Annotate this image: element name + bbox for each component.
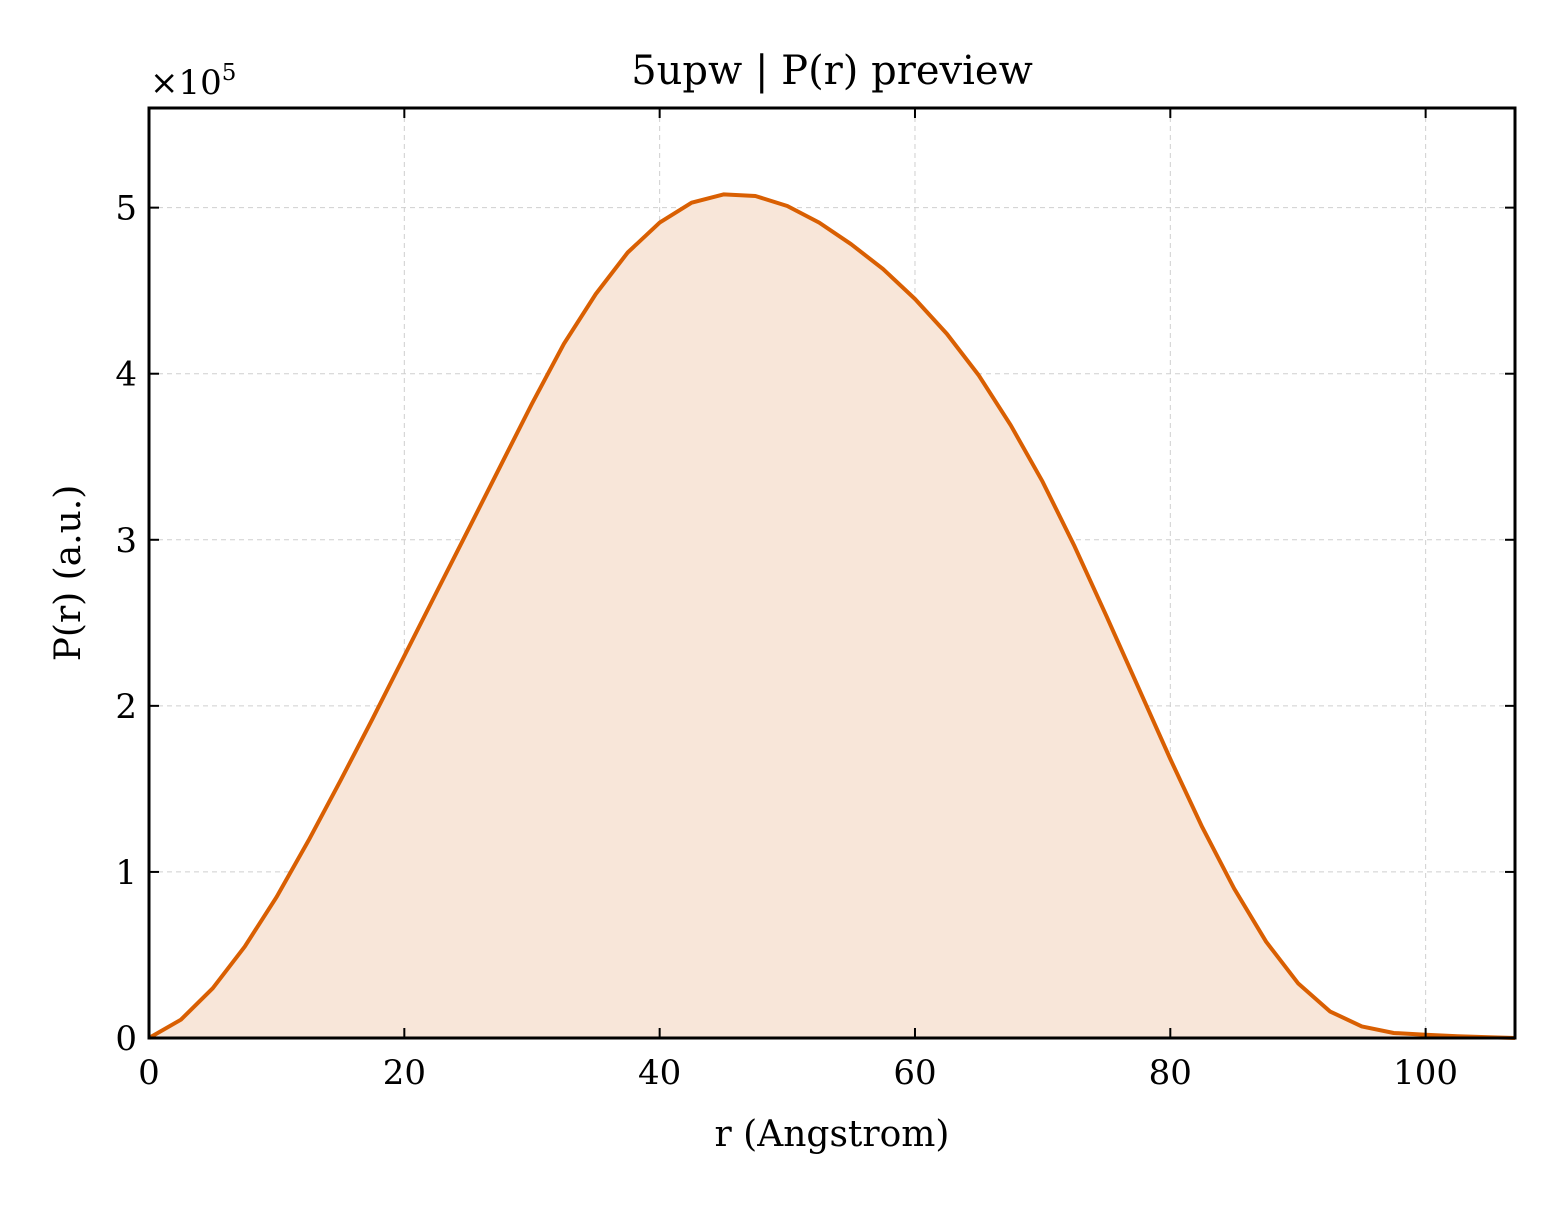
x-tick-label: 80 xyxy=(1149,1053,1192,1093)
y-tick-label: 0 xyxy=(115,1019,137,1059)
axis-ticks: 0 20 40 60 80 100 0 1 2 3 4 5 xyxy=(115,108,1515,1093)
y-tick-label: 4 xyxy=(115,355,137,395)
y-multiplier-exponent: 5 xyxy=(222,60,237,86)
x-tick-label: 100 xyxy=(1393,1053,1458,1093)
x-tick-label: 60 xyxy=(893,1053,936,1093)
y-tick-label: 5 xyxy=(115,189,137,229)
x-tick-label: 20 xyxy=(383,1053,426,1093)
y-multiplier-base: ×10 xyxy=(150,63,222,103)
x-tick-label: 0 xyxy=(138,1053,160,1093)
y-tick-label: 1 xyxy=(115,853,137,893)
y-tick-label: 3 xyxy=(115,521,137,561)
x-axis-label: r (Angstrom) xyxy=(715,1114,950,1155)
y-tick-label: 2 xyxy=(115,687,137,727)
pr-series-line xyxy=(148,192,1516,1040)
chart-title: 5upw | P(r) preview xyxy=(631,48,1033,94)
x-tick-label: 40 xyxy=(638,1053,681,1093)
y-axis-multiplier: ×105 xyxy=(150,60,236,103)
plot-frame xyxy=(147,106,1517,1040)
y-axis-label: P(r) (a.u.) xyxy=(48,485,89,662)
pr-area-fill xyxy=(149,194,1515,1038)
